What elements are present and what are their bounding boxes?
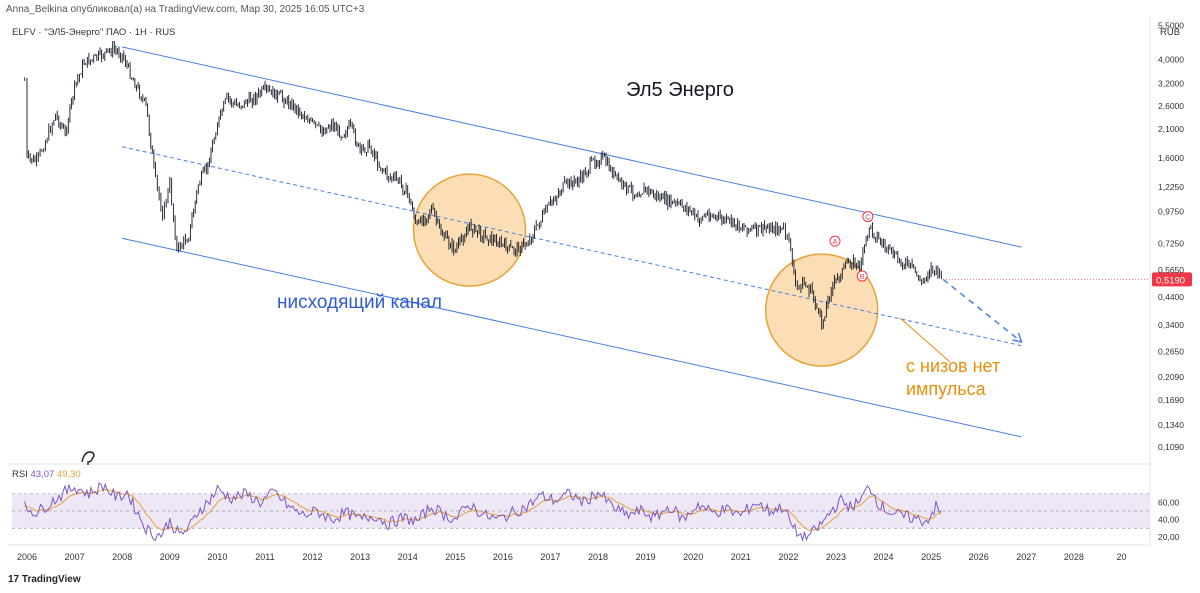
price-tick-label: 0,1340 [1158,420,1184,430]
channel-label: нисходящий канал [277,292,442,313]
year-tick-label: 2024 [874,552,894,562]
forecast-arrowhead [1012,332,1023,343]
published-line: Anna_Belkina опубликовал(а) на TradingVi… [6,4,365,15]
price-tick-label: 0,9750 [1158,206,1184,216]
chart-title: Эл5 Энерго [626,79,734,101]
rsi-tick-label: 60,00 [1158,497,1180,507]
year-tick-label: 2026 [969,552,989,562]
year-tick-label: 2011 [255,552,274,562]
rsi-tick-label: 40,00 [1158,515,1180,525]
rsi-legend[interactable]: RSI 43,07 49,30 [12,469,81,480]
wave-label-text: B [860,274,865,281]
year-tick-label: 2023 [826,552,846,562]
wave-label-circle [862,211,874,223]
price-tick-label: 2,6000 [1158,101,1184,111]
wave-label: B [856,270,868,282]
dino-icon [81,451,95,465]
price-tick-label: 0,2650 [1158,347,1184,357]
price-series [24,41,1150,330]
year-tick-label: 2014 [398,552,418,562]
rsi-tick-label: 20,00 [1158,532,1180,542]
highlight-circle [764,253,879,367]
price-tick-label: 1,6000 [1158,153,1184,163]
price-tick-label: 0,1690 [1158,395,1184,405]
price-tick-label: 0,3400 [1158,320,1184,330]
year-tick-label: 2025 [921,552,941,562]
axes: 0,5190 5,5000 4,0000 3,2000 2,6000 2,1000 1,60… [17,20,1192,562]
wave-label-text: A [833,239,838,246]
wave-label-text: C [865,215,870,222]
circle-highlights [412,173,879,367]
year-tick-label: 2013 [350,552,370,562]
chart-frame [8,16,1151,547]
rsi-value: 43,07 [30,469,55,480]
year-tick-label: 2018 [588,552,608,562]
year-tick-label: 2027 [1016,552,1036,562]
chart-annotations: A B C Эл5 Энерго нисходящий канал с низов нет… [81,79,1000,465]
wave-label-circle [856,270,868,282]
last-price-tag [1152,272,1192,287]
year-tick-label: 2016 [493,552,513,562]
impulse-label-line1: с низов нет [906,356,1000,376]
year-tick-label: 2017 [540,552,560,562]
year-tick-label: 2015 [445,552,465,562]
year-tick-label: 2012 [303,552,323,562]
wave-label-circle [829,235,841,247]
year-tick-label: 2010 [207,552,227,562]
year-tick-label: 2020 [683,552,703,562]
wave-label: A [829,235,841,247]
forecast-arrow [942,278,1022,343]
channel-upper-line [122,46,1022,248]
price-tick-label: 0,5650 [1158,265,1184,275]
price-tick-label: 1,2250 [1158,182,1184,192]
year-tick-label: 2006 [17,552,37,562]
price-tick-label: 0,2090 [1158,372,1184,382]
channel-lower-line [122,237,1022,438]
rsi-label: RSI [12,469,28,480]
price-tick-label: 0,1090 [1158,442,1184,452]
symbol-info[interactable]: ELFV · "ЭЛ5-Энерго" ПАО · 1H · RUS [12,27,176,38]
price-tick-label: 2,1000 [1158,124,1184,134]
price-tick-label: 0,7250 [1158,238,1184,248]
year-tick-label: 2009 [160,552,180,562]
rsi-line [24,482,942,543]
year-tick-label: 2028 [1064,552,1084,562]
tradingview-logo-text: TradingView [21,574,81,585]
price-tick-label: 5,5000 [1158,20,1184,30]
price-tick-label: 0,4400 [1158,292,1184,302]
wave-label: C [862,211,874,223]
year-tick-label: 2007 [65,552,85,562]
impulse-label-line2: импульса [906,379,987,399]
tradingview-logo[interactable]: 17 TradingView [8,574,81,585]
descending-channel [122,46,1023,438]
rsi-ma-value: 49,30 [56,469,81,480]
rsi-ma-line [24,488,942,532]
year-tick-label: 2008 [112,552,132,562]
tv-icon: 17 [8,574,22,585]
price-tick-label: 4,0000 [1158,55,1184,65]
currency-label: RUB [1160,27,1181,38]
year-tick-label: 2022 [778,552,798,562]
year-tick-label: 2021 [731,552,751,562]
impulse-pointer [899,317,951,363]
year-tick-label: 2019 [636,552,656,562]
rsi-pane [12,482,1150,543]
channel-middle-line [122,146,1022,347]
last-price-value: 0,5190 [1156,275,1185,286]
year-tick-label: 20 [1116,552,1126,562]
price-tick-label: 3,2000 [1158,79,1184,89]
